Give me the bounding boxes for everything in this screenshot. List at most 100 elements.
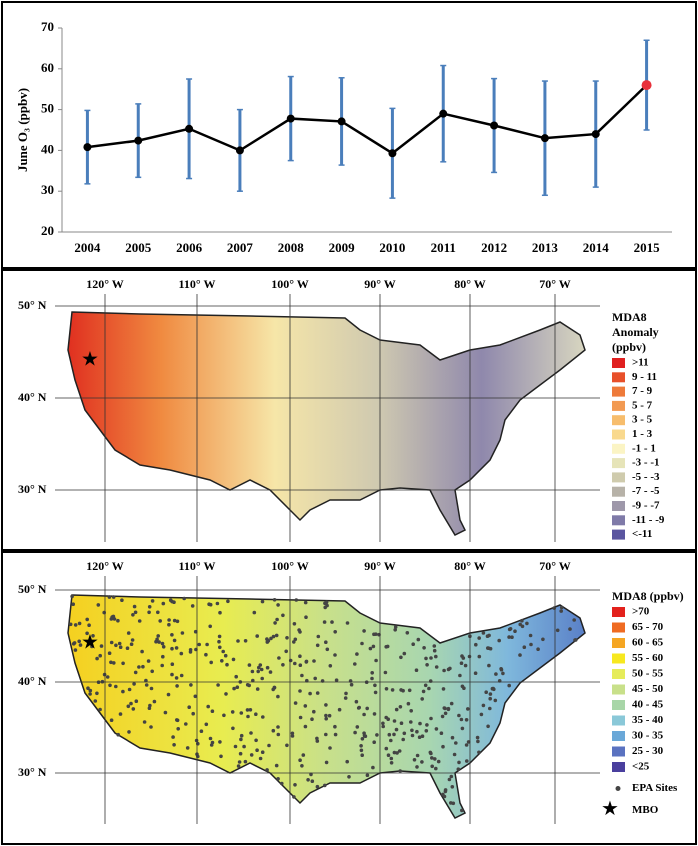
epa-site [365,773,370,777]
epa-site [324,732,328,737]
epa-site [442,794,447,799]
epa-site [175,619,180,624]
epa-site [271,728,276,733]
epa-site [285,636,289,640]
epa-site [301,753,306,757]
epa-site [322,620,327,624]
epa-site [225,662,229,667]
legend-swatch [612,515,625,526]
epa-site [481,703,486,708]
epa-site [442,668,446,673]
epa-site [409,709,414,713]
epa-site [78,643,83,647]
epa-site [383,670,388,675]
epa-site [298,758,302,762]
epa-site [102,672,107,677]
legend-title: MDA8 (ppbv) [612,589,684,603]
epa-site [304,615,308,619]
epa-site [417,735,422,739]
epa-site [191,711,195,716]
epa-site [243,759,248,764]
legend-swatch [612,443,625,454]
epa-site [386,717,391,721]
mbo-star: ★ [81,349,99,371]
lat-label: 40° N [18,390,47,404]
epa-site [488,696,493,701]
epa-site [353,662,357,666]
epa-site [71,602,75,606]
us-map-anomaly [67,311,586,536]
epa-site [425,723,429,727]
epa-site [315,784,320,789]
epa-site [172,618,177,623]
epa-site [114,643,118,648]
epa-site [479,712,484,717]
epa-site [374,658,378,663]
epa-site [406,701,411,706]
epa-site [323,605,328,610]
x-tick-label: 2012 [481,240,507,255]
epa-site [144,678,148,683]
epa-site [117,641,122,646]
legend-label: >11 [632,357,649,369]
epa-site [121,689,125,694]
epa-site [73,648,78,652]
epa-site [409,720,413,724]
epa-site [293,701,298,705]
epa-site [355,652,359,656]
epa-site [386,753,391,757]
epa-site [298,689,302,693]
epa-site [486,724,490,729]
series-line [87,84,648,155]
epa-site [481,631,486,635]
epa-site [224,692,228,696]
epa-site [252,610,257,615]
x-tick-label: 2007 [227,240,254,255]
data-point [235,146,244,155]
epa-site [457,713,461,718]
epa-site [427,686,431,691]
epa-site [273,621,277,625]
epa-site [90,644,94,649]
y-tick-label: 30 [41,182,54,197]
epa-site [245,708,250,712]
epa-site [185,746,190,750]
epa-site [362,712,366,717]
epa-site [272,598,277,602]
epa-site [276,777,280,781]
epa-site [425,663,429,667]
epa-site [477,654,482,659]
epa-site [401,737,406,742]
epa-site [109,718,114,722]
epa-site [525,621,529,626]
epa-site [237,760,242,764]
epa-site [328,664,333,668]
epa-site [360,753,365,757]
epa-site [238,751,243,756]
epa-site [184,722,188,726]
legend-swatch [612,700,625,710]
epa-site [132,604,137,609]
epa-site [389,738,393,743]
epa-site [134,699,139,703]
epa-site [494,672,498,676]
epa-site [258,663,263,667]
x-tick-label: 2011 [431,240,456,255]
epa-site [450,735,455,740]
epa-site [349,682,354,687]
epa-site [189,683,193,687]
epa-site [536,647,540,651]
epa-site [507,627,512,632]
epa-site [180,631,185,635]
epa-site [77,639,81,644]
epa-site [154,639,158,644]
legend-swatch [612,607,625,617]
epa-site [204,652,208,657]
epa-site [91,634,95,638]
epa-site [109,660,113,665]
epa-site [373,690,378,695]
epa-site [389,761,394,765]
epa-site [449,774,454,779]
epa-site [175,718,179,722]
y-tick-label: 20 [41,223,54,238]
